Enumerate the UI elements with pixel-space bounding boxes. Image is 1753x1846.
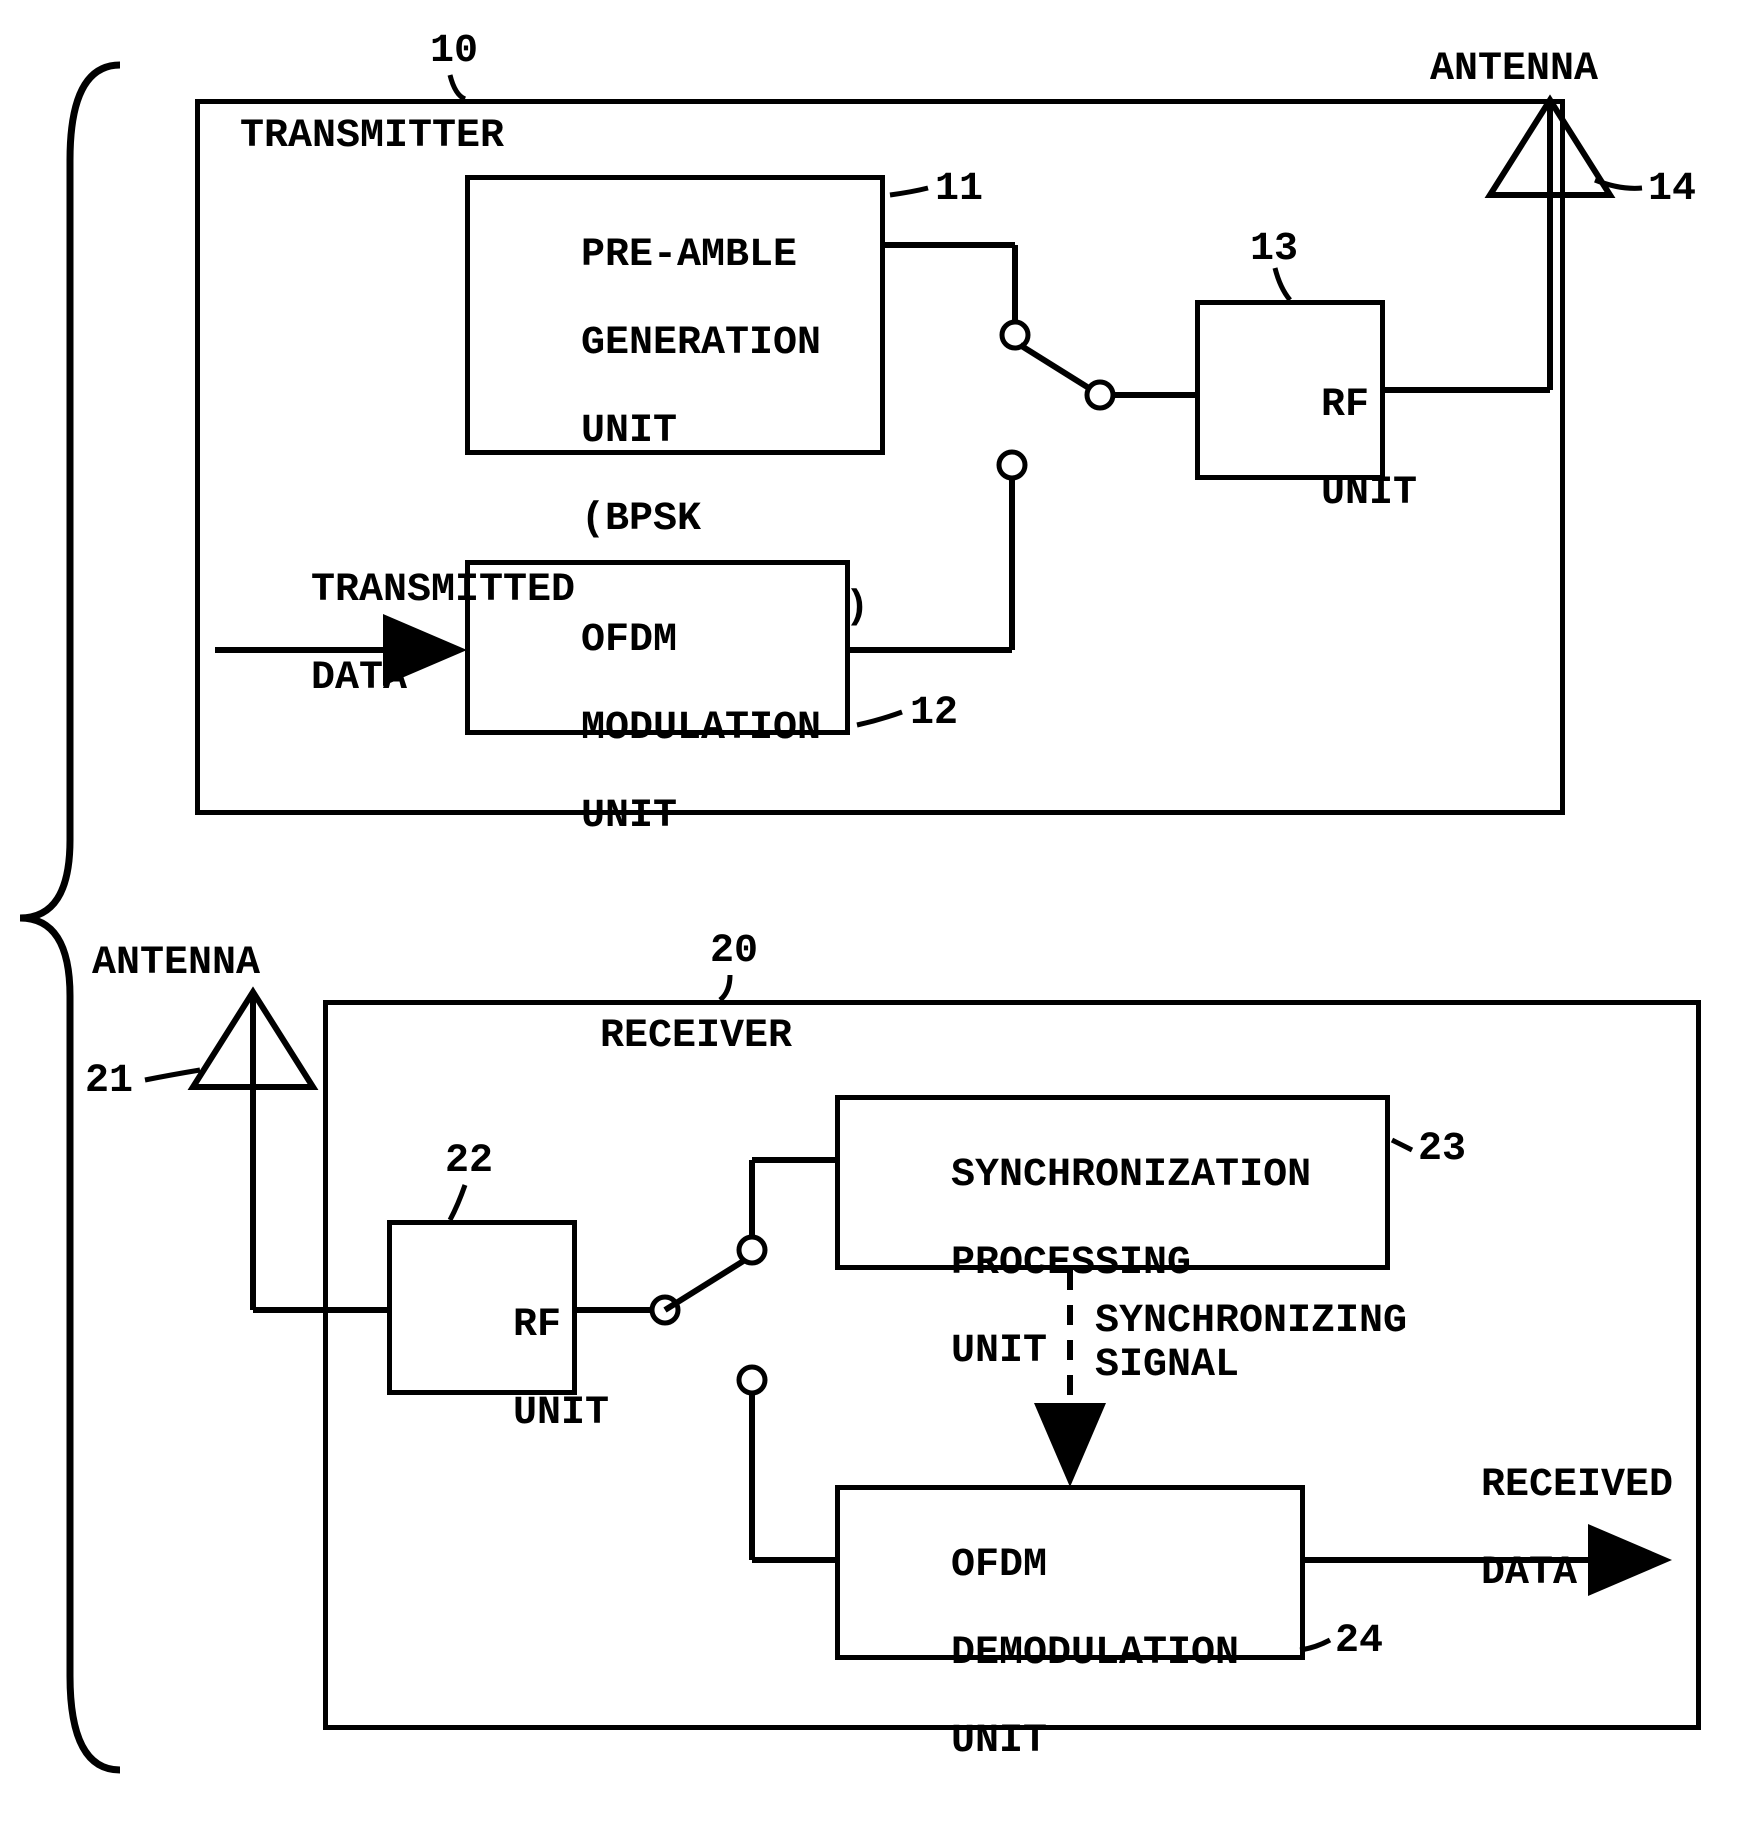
sync-signal-label: SYNCHRONIZING SIGNAL [1095,1300,1407,1388]
tx-antenna-id: 14 [1648,168,1696,212]
left-brace-icon [20,65,120,1770]
ofdm-demod-label: OFDM DEMODULATION UNIT [855,1500,1239,1808]
received-data-label: RECEIVED DATA [1385,1420,1673,1640]
preamble-id: 11 [935,168,983,212]
sync-id: 23 [1418,1128,1466,1172]
tx-antenna-label: ANTENNA [1430,48,1598,92]
receiver-id: 20 [710,930,758,974]
transmitter-title: TRANSMITTER [240,115,504,159]
rx-antenna-label: ANTENNA [92,942,260,986]
tx-rf-id: 13 [1250,228,1298,272]
diagram-canvas: PRE-AMBLE GENERATION UNIT (BPSK MODULATI… [0,0,1753,1846]
ofdm-mod-id: 12 [910,692,958,736]
rx-rf-id: 22 [445,1140,493,1184]
transmitted-data-label: TRANSMITTED DATA [215,525,575,745]
rx-rf-label: RF UNIT [417,1260,609,1480]
tx-rf-label: RF UNIT [1225,340,1417,560]
receiver-title: RECEIVER [600,1015,792,1059]
rx-antenna-icon [193,992,313,1310]
ofdm-demod-id: 24 [1335,1620,1383,1664]
transmitter-id: 10 [430,30,478,74]
rx-antenna-id: 21 [85,1060,133,1104]
